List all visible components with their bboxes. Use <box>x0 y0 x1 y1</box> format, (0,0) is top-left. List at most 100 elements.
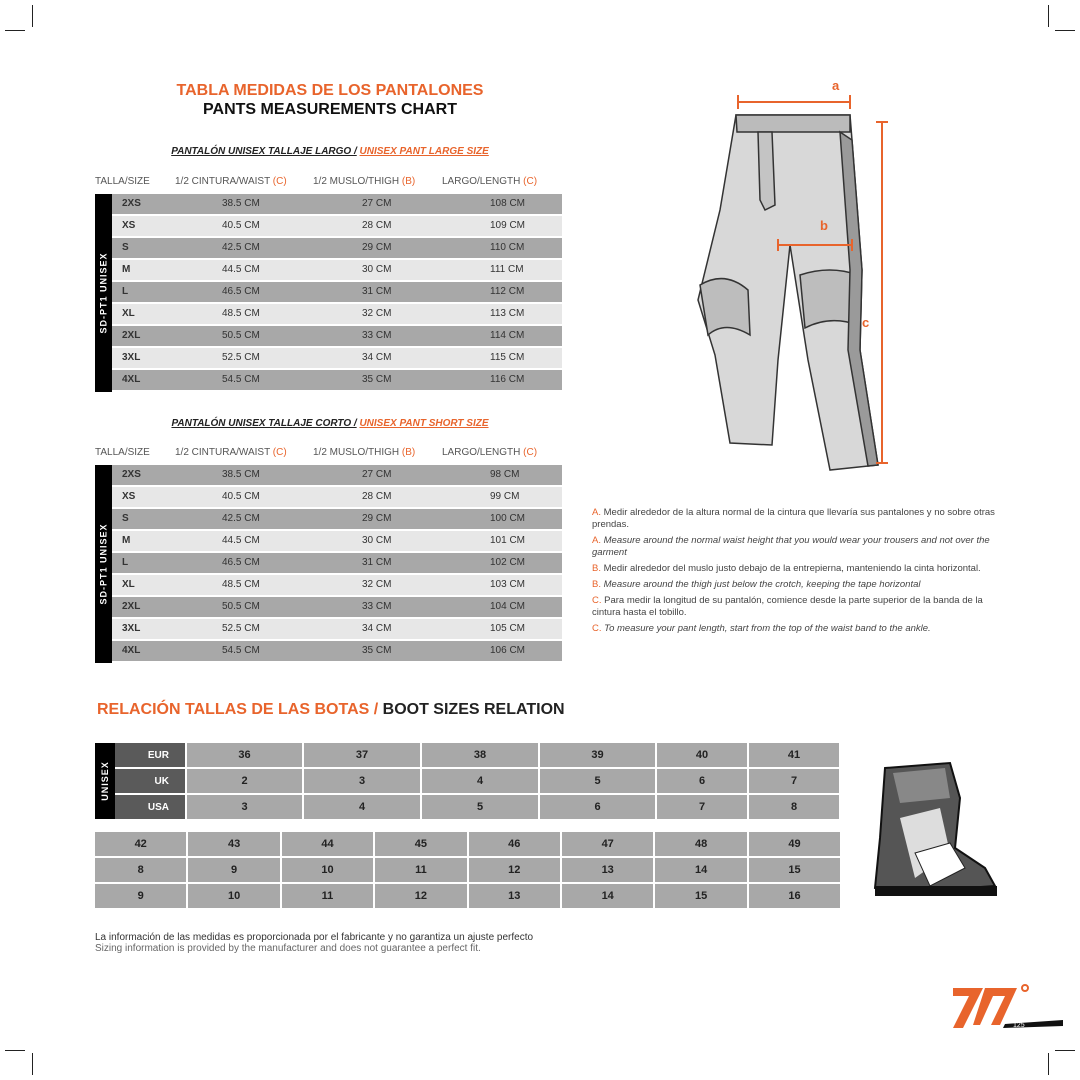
boot-size-cell: 40 <box>657 743 747 767</box>
svg-text:125: 125 <box>1013 1022 1025 1029</box>
thigh-cell: 31 CM <box>362 557 392 568</box>
boot-size-cell: 10 <box>188 884 280 908</box>
thigh-cell: 27 CM <box>362 198 392 209</box>
boot-sizes-table-1: UNISEX EUR 36 37 38 39 40 41 UK 2 3 4 5 6 7 USA 3 4 5 6 7 8 <box>95 743 842 819</box>
length-cell: 113 CM <box>490 308 525 319</box>
size-cell: 2XS <box>122 198 141 209</box>
disclaimer-english: Sizing information is provided by the ma… <box>95 943 481 954</box>
crop-mark <box>1055 30 1075 31</box>
boots-title: RELACIÓN TALLAS DE LAS BOTAS / BOOT SIZE… <box>97 701 565 718</box>
size-cell: M <box>122 264 131 275</box>
waist-cell: 54.5 CM <box>222 645 260 656</box>
waist-cell: 48.5 CM <box>222 579 260 590</box>
label-a: a <box>832 78 840 93</box>
table-row: M 44.5 CM 30 CM 101 CM <box>112 531 562 551</box>
length-cell: 115 CM <box>490 352 525 363</box>
waist-cell: 50.5 CM <box>222 601 260 612</box>
table-row: 3XL 52.5 CM 34 CM 105 CM <box>112 619 562 639</box>
boot-size-cell: 3 <box>304 769 420 793</box>
length-cell: 98 CM <box>490 469 520 480</box>
boot-size-cell: 48 <box>655 832 747 856</box>
boot-size-cell: 37 <box>304 743 420 767</box>
waist-cell: 52.5 CM <box>222 623 260 634</box>
label-b: b <box>820 218 828 233</box>
disclaimer-spanish: La información de las medidas es proporc… <box>95 932 534 943</box>
boot-size-cell: 4 <box>304 795 420 819</box>
side-label: SD-PT1 UNISEX <box>95 194 112 392</box>
size-cell: L <box>122 557 129 568</box>
size-cell: XL <box>122 308 135 319</box>
table-row: XS 40.5 CM 28 CM 99 CM <box>112 487 562 507</box>
boot-size-cell: 3 <box>187 795 302 819</box>
boot-size-cell: 14 <box>562 884 654 908</box>
size-cell: L <box>122 286 129 297</box>
crop-mark <box>1048 5 1049 27</box>
table-row: L 46.5 CM 31 CM 112 CM <box>112 282 562 302</box>
length-cell: 111 CM <box>490 264 524 275</box>
thigh-cell: 29 CM <box>362 242 392 253</box>
side-label: UNISEX <box>95 743 115 819</box>
crop-mark <box>1055 1050 1075 1051</box>
size-cell: XL <box>122 579 135 590</box>
thigh-cell: 27 CM <box>362 469 392 480</box>
length-cell: 104 CM <box>490 601 526 612</box>
boot-size-cell: 43 <box>188 832 280 856</box>
waist-cell: 40.5 CM <box>222 491 260 502</box>
table-row: 2XS 38.5 CM 27 CM 108 CM <box>112 194 562 214</box>
thigh-cell: 32 CM <box>362 308 392 319</box>
boot-size-cell: 36 <box>187 743 302 767</box>
short-table-header: TALLA/SIZE 1/2 CINTURA/WAIST (C) 1/2 MUS… <box>95 447 538 458</box>
boot-size-cell: 11 <box>281 884 374 908</box>
size-cell: 2XL <box>122 330 141 341</box>
measurement-notes: A. Medir alrededor de la altura normal d… <box>592 507 1012 639</box>
crop-mark <box>1048 1053 1049 1075</box>
table-row: 3XL 52.5 CM 34 CM 115 CM <box>112 348 562 368</box>
boot-size-cell: 16 <box>748 884 841 908</box>
size-system-label: EUR <box>115 743 185 767</box>
boot-size-cell: 13 <box>562 858 654 882</box>
large-size-table: SD-PT1 UNISEX 2XS 38.5 CM 27 CM 108 CM XS 40.… <box>95 194 562 392</box>
waist-cell: 44.5 CM <box>222 535 260 546</box>
boot-size-cell: 8 <box>95 858 187 882</box>
note: C. Para medir la longitud de su pantalón… <box>592 595 983 618</box>
boot-size-cell: 42 <box>95 832 187 856</box>
brand-logo: 125 <box>953 984 1063 1029</box>
thigh-cell: 31 CM <box>362 286 392 297</box>
waist-cell: 48.5 CM <box>222 308 260 319</box>
size-system-label: UK <box>115 769 185 793</box>
boot-size-cell: 6 <box>657 769 747 793</box>
crop-mark <box>32 5 33 27</box>
thigh-cell: 34 CM <box>362 623 392 634</box>
boot-size-cell: 9 <box>188 858 280 882</box>
short-size-title: PANTALÓN UNISEX TALLAJE CORTO / UNISEX P… <box>171 418 489 429</box>
pants-diagram: a b c <box>697 78 888 471</box>
thigh-cell: 35 CM <box>362 374 392 385</box>
size-cell: 4XL <box>122 374 141 385</box>
waist-cell: 38.5 CM <box>222 198 260 209</box>
size-cell: S <box>122 513 129 524</box>
title-spanish: TABLA MEDIDAS DE LOS PANTALONES <box>176 82 484 99</box>
size-cell: XS <box>122 220 136 231</box>
size-cell: 2XL <box>122 601 141 612</box>
boot-size-cell: 5 <box>540 769 655 793</box>
short-size-table: SD-PT1 UNISEX 2XS 38.5 CM 27 CM 98 CM XS 40.5… <box>95 465 562 663</box>
thigh-cell: 33 CM <box>362 330 392 341</box>
boot-size-cell: 47 <box>562 832 654 856</box>
length-cell: 112 CM <box>490 286 525 297</box>
table-row: 4XL 54.5 CM 35 CM 106 CM <box>112 641 562 661</box>
thigh-cell: 28 CM <box>362 220 392 231</box>
boot-size-cell: 41 <box>749 743 839 767</box>
table-row: XL 48.5 CM 32 CM 103 CM <box>112 575 562 595</box>
note: C. To measure your pant length, start fr… <box>592 623 931 634</box>
waist-cell: 50.5 CM <box>222 330 260 341</box>
length-cell: 99 CM <box>490 491 520 502</box>
length-cell: 106 CM <box>490 645 526 656</box>
size-cell: 3XL <box>122 352 141 363</box>
note: B. Medir alrededor del muslo justo debaj… <box>592 563 981 574</box>
boot-size-cell: 2 <box>187 769 302 793</box>
waist-cell: 42.5 CM <box>222 242 260 253</box>
boot-size-cell: 12 <box>375 884 467 908</box>
waist-cell: 38.5 CM <box>222 469 260 480</box>
length-cell: 116 CM <box>490 374 525 385</box>
thigh-cell: 29 CM <box>362 513 392 524</box>
